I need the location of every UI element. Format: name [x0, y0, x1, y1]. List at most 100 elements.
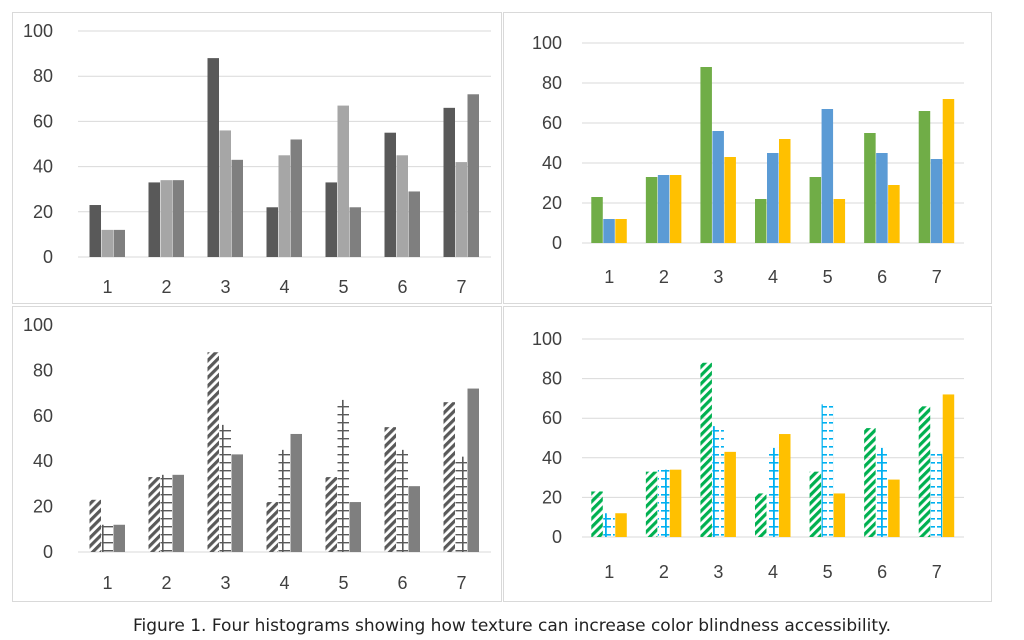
bar-s1-c2 — [148, 182, 160, 257]
bar-s1-c1 — [89, 499, 101, 552]
y-tick-label: 100 — [532, 33, 562, 53]
bar-s2-c2 — [657, 469, 670, 537]
chart-color-solid: 0 20 40 60 80 100 1 2 3 4 5 6 7 — [532, 33, 964, 287]
bar-s3-c3 — [724, 157, 736, 243]
bar-s1-c6 — [864, 428, 876, 537]
chart-panel-gray-textured: 0 20 40 60 80 100 1 2 3 4 5 6 7 — [12, 306, 502, 602]
bar-s3-c1 — [615, 219, 627, 243]
y-tick-label: 20 — [33, 497, 53, 517]
y-tick-label: 100 — [532, 329, 562, 349]
x-tick-label: 7 — [932, 562, 942, 582]
bar-s2-c3 — [219, 130, 231, 257]
bar-s3-c5 — [833, 493, 846, 537]
bar-s1-c2 — [645, 177, 658, 243]
bar-s1-c7 — [918, 406, 931, 537]
bar-s1-c6 — [864, 133, 876, 243]
bar-s3-c3 — [231, 454, 243, 552]
bar-s1-c7 — [443, 107, 455, 257]
bar-s1-c7 — [443, 402, 455, 552]
bar-s3-c3 — [724, 451, 736, 537]
chart-color-textured: 0 20 40 60 80 100 1 2 3 4 5 6 7 — [532, 329, 964, 582]
x-tick-label: 5 — [338, 277, 348, 297]
bar-s3-c5 — [349, 502, 361, 552]
y-tick-label: 80 — [33, 66, 53, 86]
bar-s2-c6 — [396, 155, 408, 257]
x-tick-label: 7 — [456, 573, 466, 593]
bar-s3-c1 — [615, 513, 627, 537]
y-tick-label: 80 — [542, 73, 562, 93]
bar-s1-c6 — [384, 427, 396, 552]
bar-s1-c3 — [700, 67, 712, 243]
bar-s1-c5 — [325, 182, 337, 257]
y-tick-label: 0 — [552, 233, 562, 253]
bar-s2-c2 — [160, 474, 172, 552]
bar-s3-c4 — [290, 139, 302, 257]
bar-s2-c1 — [603, 513, 615, 537]
y-tick-label: 100 — [23, 21, 53, 41]
x-tick-label: 4 — [279, 277, 289, 297]
x-tick-label: 7 — [932, 267, 942, 287]
bar-s3-c2 — [172, 474, 184, 552]
chart-gray-textured: 0 20 40 60 80 100 1 2 3 4 5 6 7 — [23, 315, 491, 593]
bar-s3-c6 — [408, 191, 420, 257]
x-tick-label: 4 — [279, 573, 289, 593]
x-tick-label: 5 — [823, 562, 833, 582]
bar-s3-c5 — [349, 207, 361, 257]
bar-s2-c5 — [821, 404, 834, 537]
x-tick-label: 6 — [877, 562, 887, 582]
bar-s1-c5 — [809, 471, 822, 537]
bar-s2-c1 — [603, 219, 615, 243]
y-tick-label: 40 — [33, 451, 53, 471]
bar-s3-c7 — [942, 394, 955, 537]
bar-s1-c1 — [89, 205, 101, 257]
figure-caption: Figure 1. Four histograms showing how te… — [132, 616, 892, 636]
bar-s2-c6 — [876, 153, 888, 243]
x-tick-label: 7 — [456, 277, 466, 297]
bar-s1-c4 — [755, 199, 767, 243]
bar-s2-c7 — [930, 159, 943, 243]
bar-s3-c3 — [231, 159, 243, 257]
y-tick-label: 20 — [542, 193, 562, 213]
bar-s3-c2 — [172, 180, 184, 257]
x-tick-label: 6 — [397, 573, 407, 593]
x-tick-label: 3 — [713, 562, 723, 582]
x-tick-label: 5 — [823, 267, 833, 287]
y-tick-label: 0 — [43, 542, 53, 562]
bar-s2-c3 — [712, 131, 724, 243]
y-tick-label: 0 — [552, 527, 562, 547]
bar-s3-c1 — [113, 229, 125, 257]
y-tick-label: 60 — [33, 406, 53, 426]
bar-s2-c3 — [712, 426, 724, 537]
bar-s3-c5 — [833, 199, 846, 243]
bar-s2-c3 — [219, 424, 231, 552]
y-tick-label: 100 — [23, 315, 53, 335]
x-tick-label: 2 — [161, 573, 171, 593]
bar-s1-c7 — [918, 111, 931, 243]
y-tick-label: 40 — [542, 153, 562, 173]
x-tick-label: 1 — [604, 562, 614, 582]
x-tick-label: 4 — [768, 267, 778, 287]
y-tick-label: 0 — [43, 247, 53, 267]
y-tick-label: 40 — [33, 157, 53, 177]
bar-s1-c6 — [384, 132, 396, 257]
bar-s1-c1 — [591, 491, 603, 537]
bar-s2-c7 — [455, 162, 467, 257]
x-tick-label: 1 — [102, 573, 112, 593]
bar-s1-c4 — [755, 493, 767, 537]
bar-s3-c2 — [669, 469, 682, 537]
x-tick-label: 1 — [604, 267, 614, 287]
y-tick-label: 80 — [542, 369, 562, 389]
bar-s2-c4 — [767, 447, 779, 537]
bar-s3-c2 — [669, 175, 682, 243]
bar-s3-c6 — [888, 185, 900, 243]
bar-s1-c2 — [645, 471, 658, 537]
chart-gray-solid: 0 20 40 60 80 100 1 2 3 4 5 6 7 — [23, 21, 491, 297]
x-tick-label: 4 — [768, 562, 778, 582]
x-tick-label: 3 — [713, 267, 723, 287]
bar-s2-c7 — [455, 456, 467, 552]
bar-s1-c2 — [148, 477, 160, 552]
y-tick-label: 60 — [542, 408, 562, 428]
x-tick-label: 2 — [659, 562, 669, 582]
bar-s3-c6 — [888, 479, 900, 537]
bar-s3-c1 — [113, 524, 125, 552]
